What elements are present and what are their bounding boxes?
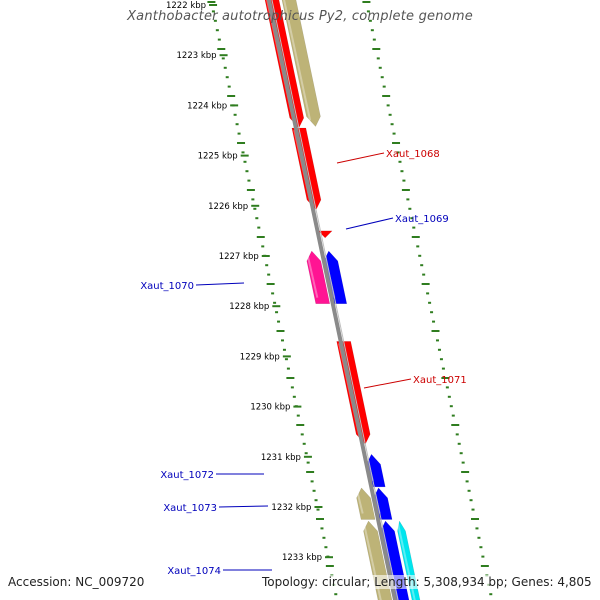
- gene-label-xaut-1070: Xaut_1070: [140, 281, 194, 292]
- gene-label-xaut-1071: Xaut_1071: [413, 375, 467, 386]
- map-title: Xanthobacter autotrophicus Py2, complete…: [127, 9, 473, 24]
- gene-label-xaut-1069: Xaut_1069: [395, 214, 449, 225]
- label-leader-line: [363, 378, 412, 389]
- topology-value: circular: [321, 575, 367, 589]
- accession-value: NC_009720: [75, 575, 145, 589]
- scale-label: 1227 kbp: [219, 252, 259, 262]
- gene-label-xaut-1073: Xaut_1073: [163, 503, 217, 514]
- genes-label: Genes:: [511, 575, 554, 589]
- gene-highlight: [362, 522, 382, 600]
- gene-feature-tan-1: [281, 0, 321, 127]
- gene-label-xaut-1074: Xaut_1074: [167, 566, 221, 577]
- length-value: 5,308,934 bp: [423, 575, 504, 589]
- scale-label: 1232 kbp: [271, 503, 311, 513]
- length-label: Length:: [374, 575, 420, 589]
- accession-label: Accession:: [8, 575, 72, 589]
- accession-info: Accession: NC_009720: [8, 575, 144, 589]
- scale-label: 1228 kbp: [229, 302, 269, 312]
- topology-info: Topology: circular; Length: 5,308,934 bp…: [262, 575, 592, 589]
- scale-label: 1230 kbp: [250, 403, 290, 413]
- backbone-highlight: [271, 0, 399, 600]
- scale-label: 1229 kbp: [240, 352, 280, 362]
- label-leader-line: [336, 152, 385, 164]
- backbone-line: [266, 0, 398, 600]
- gene-labels: Xaut_1068 Xaut_1069 Xaut_1070 Xaut_1071 Xaut…: [140, 149, 466, 577]
- gene-feature-tan-9: [356, 487, 376, 520]
- label-leader-line: [218, 505, 269, 508]
- scale-label: 1223 kbp: [177, 51, 217, 61]
- gene-label-xaut-1068: Xaut_1068: [386, 149, 440, 160]
- backbone: [266, 0, 399, 600]
- label-leader-line: [195, 282, 245, 286]
- genes-value: 4,805: [557, 575, 592, 589]
- scale-label: 1224 kbp: [187, 101, 227, 111]
- scale-label: 1225 kbp: [198, 152, 238, 162]
- scale-label: 1226 kbp: [208, 202, 248, 212]
- gene-highlight: [306, 252, 319, 298]
- topology-label: Topology:: [262, 575, 319, 589]
- gene-label-xaut-1072: Xaut_1072: [160, 470, 214, 481]
- gene-highlight: [355, 489, 364, 514]
- gene-feature-magenta-5: [306, 250, 331, 304]
- gene-highlight: [283, 0, 312, 121]
- scale-label: 1231 kbp: [261, 453, 301, 463]
- scale-label: 1222 kbp: [166, 1, 206, 11]
- gene-highlight: [396, 522, 416, 600]
- label-leader-line: [345, 217, 394, 230]
- scale-label: 1233 kbp: [282, 553, 322, 563]
